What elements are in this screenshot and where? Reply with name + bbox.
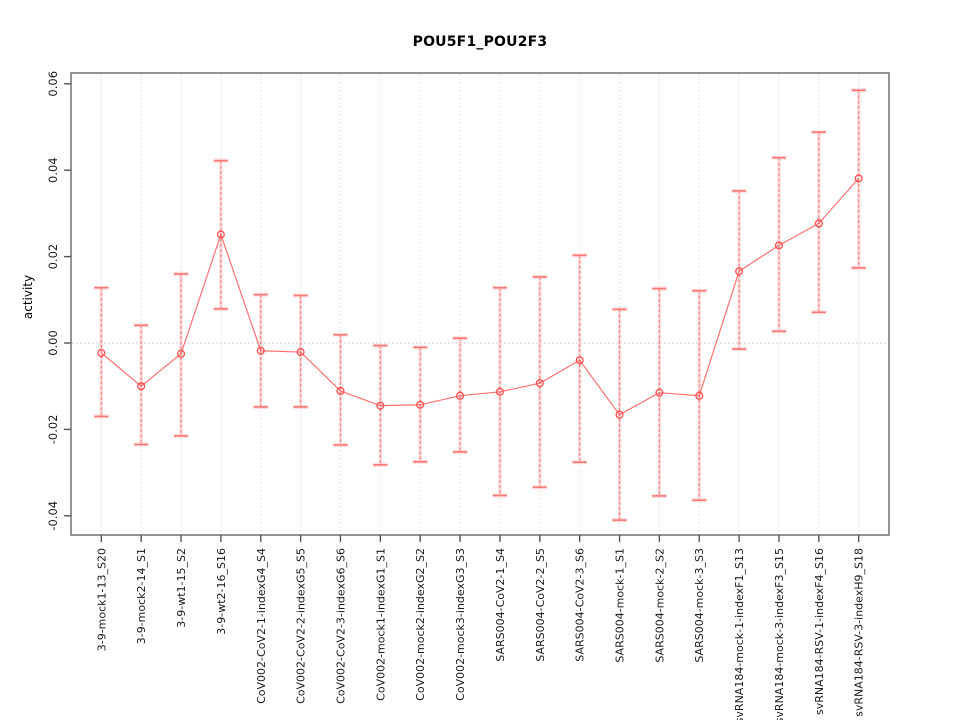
data-point <box>535 379 544 388</box>
data-point <box>735 267 744 276</box>
x-tick-label: CoV002-CoV2-2-indexG5_S5 <box>295 548 308 704</box>
x-tick-label: CoV002-CoV2-1-indexG4_S4 <box>255 548 268 704</box>
x-tick-label: 3-9-wt1-15_S2 <box>175 548 188 628</box>
x-tick-label: SARS004-mock-1_S1 <box>614 548 627 663</box>
x-tick-label: svRNA184-RSV-3-indexH9_S18 <box>853 548 866 717</box>
series-line <box>100 178 860 416</box>
x-tick-label: 3-9-mock1-13_S20 <box>95 548 108 651</box>
y-tick-label: 0.04 <box>46 157 60 183</box>
x-tick-label: CoV002-mock3-indexG3_S3 <box>454 548 467 701</box>
data-point <box>416 400 425 409</box>
data-point <box>854 174 863 183</box>
data-point <box>97 348 106 357</box>
x-tick-label: 3-9-mock2-14_S1 <box>135 548 148 644</box>
data-point <box>695 391 704 400</box>
x-tick-label: 3-9-wt2-16_S16 <box>215 548 228 635</box>
x-tick-label: SARS004-CoV2-2_S5 <box>534 548 547 662</box>
data-point <box>814 219 823 228</box>
x-tick-label: svRNA184-mock-3-indexF3_S15 <box>773 548 786 720</box>
y-tick-label: 0.06 <box>46 71 60 97</box>
data-point <box>216 230 225 239</box>
x-tick-label: SARS004-CoV2-3_S6 <box>574 548 587 662</box>
x-tick-label: CoV002-mock1-indexG1_S1 <box>374 548 387 701</box>
data-point <box>296 348 305 357</box>
data-point <box>336 386 345 396</box>
data-point <box>376 401 385 410</box>
data-point <box>137 382 146 391</box>
data-point <box>655 388 664 397</box>
data-point <box>615 410 624 419</box>
data-point <box>456 391 465 400</box>
data-point <box>256 346 265 355</box>
x-tick-label: SARS004-CoV2-1_S4 <box>494 548 507 662</box>
data-point <box>575 356 584 365</box>
y-tick-label: 0.02 <box>46 244 60 270</box>
data-point <box>774 241 784 250</box>
x-tick-label: SARS004-mock-2_S2 <box>653 548 666 663</box>
x-tick-label: svRNA184-mock-1-indexF1_S13 <box>733 548 746 720</box>
data-point <box>495 387 504 396</box>
x-tick-label: CoV002-CoV2-3-indexG6_S6 <box>334 548 347 704</box>
y-tick-label: -0.02 <box>46 415 60 445</box>
plot-border <box>70 72 890 536</box>
x-tick-label: SARS004-mock-3_S3 <box>693 548 706 663</box>
y-tick-label: 0.00 <box>46 330 60 356</box>
chart-title: POU5F1_POU2F3 <box>412 34 548 50</box>
y-tick-label: -0.04 <box>46 501 60 531</box>
x-tick-label: svRNA184-RSV-1-indexF4_S16 <box>813 548 826 715</box>
x-tick-label: CoV002-mock2-indexG2_S2 <box>414 548 427 701</box>
data-point <box>176 349 186 358</box>
